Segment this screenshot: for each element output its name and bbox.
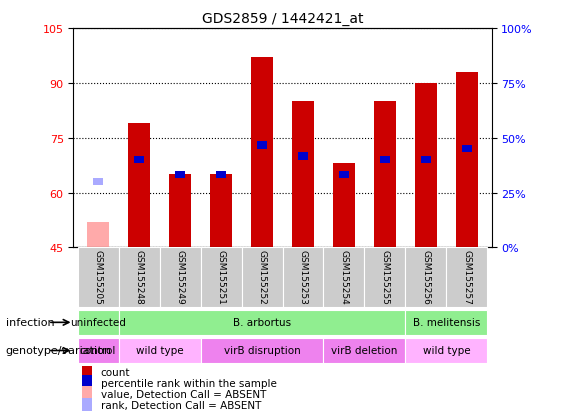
Text: virB deletion: virB deletion (331, 346, 398, 356)
Text: GDS2859 / 1442421_at: GDS2859 / 1442421_at (202, 12, 363, 26)
Bar (201, 338, 324, 363)
Text: B. melitensis: B. melitensis (413, 318, 480, 328)
Bar (210, 175, 232, 248)
Bar (82, 364, 92, 380)
Text: count: count (101, 367, 130, 377)
Bar (77, 248, 119, 308)
Text: infection: infection (6, 318, 54, 328)
Text: percentile rank within the sample: percentile rank within the sample (101, 378, 276, 388)
Bar (339, 171, 349, 178)
Bar (82, 398, 92, 413)
Bar (324, 338, 406, 363)
Bar (292, 102, 314, 248)
Text: GSM155252: GSM155252 (258, 249, 267, 304)
Bar (77, 310, 119, 335)
Bar (119, 338, 201, 363)
Bar (251, 58, 273, 248)
Text: genotype/variation: genotype/variation (6, 346, 112, 356)
Bar (282, 248, 324, 308)
Bar (364, 248, 406, 308)
Bar (257, 142, 267, 150)
Bar (134, 157, 144, 164)
Text: GSM155257: GSM155257 (463, 249, 471, 304)
Bar (456, 73, 478, 248)
Bar (421, 157, 431, 164)
Bar (406, 248, 446, 308)
Bar (380, 157, 390, 164)
Bar (406, 310, 488, 335)
Bar (82, 375, 92, 391)
Bar (128, 124, 150, 248)
Bar (87, 222, 109, 248)
Bar (119, 248, 159, 308)
Bar (201, 248, 241, 308)
Bar (77, 338, 119, 363)
Text: uninfected: uninfected (70, 318, 126, 328)
Text: value, Detection Call = ABSENT: value, Detection Call = ABSENT (101, 389, 266, 399)
Bar (175, 171, 185, 178)
Text: GSM155251: GSM155251 (216, 249, 225, 304)
Bar (333, 164, 355, 248)
Bar (82, 387, 92, 402)
Text: GSM155253: GSM155253 (298, 249, 307, 304)
Text: B. arbortus: B. arbortus (233, 318, 291, 328)
Bar (169, 175, 192, 248)
Bar (119, 310, 406, 335)
Text: rank, Detection Call = ABSENT: rank, Detection Call = ABSENT (101, 400, 261, 411)
Bar (241, 248, 282, 308)
Text: GSM155256: GSM155256 (421, 249, 431, 304)
Bar (93, 178, 103, 186)
Bar (324, 248, 364, 308)
Bar (415, 83, 437, 248)
Bar (462, 146, 472, 153)
Text: GSM155248: GSM155248 (134, 249, 144, 304)
Text: GSM155254: GSM155254 (340, 249, 349, 304)
Bar (216, 171, 226, 178)
Text: control: control (80, 346, 116, 356)
Bar (298, 153, 308, 160)
Bar (446, 248, 488, 308)
Text: GSM155249: GSM155249 (176, 249, 185, 304)
Bar (406, 338, 488, 363)
Bar (159, 248, 201, 308)
Text: GSM155255: GSM155255 (380, 249, 389, 304)
Bar (373, 102, 396, 248)
Text: wild type: wild type (423, 346, 470, 356)
Text: virB disruption: virB disruption (224, 346, 301, 356)
Text: GSM155205: GSM155205 (94, 249, 102, 304)
Text: wild type: wild type (136, 346, 183, 356)
